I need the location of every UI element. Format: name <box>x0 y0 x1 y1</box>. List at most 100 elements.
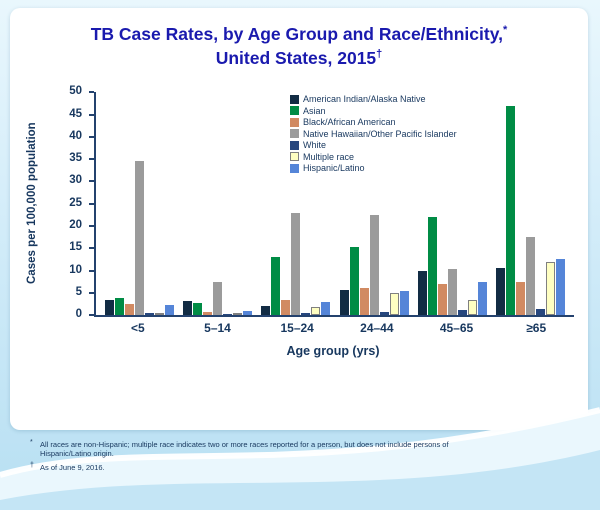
y-axis-label: Cases per 100,000 population <box>26 122 38 285</box>
footnote-text: All races are non-Hispanic; multiple rac… <box>40 440 449 459</box>
bar <box>261 306 271 316</box>
bar <box>192 303 202 316</box>
bar <box>339 290 349 316</box>
bar-group <box>100 92 178 316</box>
bar-group <box>257 92 335 316</box>
title-line-1: TB Case Rates, by Age Group and Race/Eth… <box>90 24 504 44</box>
legend-swatch <box>290 129 299 138</box>
bar <box>516 282 526 316</box>
bar <box>182 301 192 316</box>
y-tick-mark <box>89 113 94 116</box>
y-tick-mark <box>89 91 94 94</box>
bar <box>349 247 359 316</box>
y-tick-label: 10 <box>69 263 82 276</box>
legend-item: Black/African American <box>290 116 457 128</box>
bar <box>447 268 457 316</box>
legend-swatch <box>290 94 299 104</box>
legend-swatch <box>290 163 299 173</box>
legend-label: American Indian/Alaska Native <box>303 94 426 104</box>
legend-item: White <box>290 139 457 151</box>
bar <box>389 292 399 316</box>
legend-item: American Indian/Alaska Native <box>290 93 457 105</box>
decorative-wave <box>0 407 600 510</box>
legend-item: Native Hawaiian/Other Pacific Islander <box>290 128 457 140</box>
chart-title: TB Case Rates, by Age Group and Race/Eth… <box>10 8 588 70</box>
bar <box>212 281 222 316</box>
x-tick-label: 45–65 <box>439 321 474 336</box>
bar <box>202 311 212 316</box>
legend-swatch <box>290 106 299 115</box>
bar <box>134 161 144 316</box>
bar <box>427 217 437 316</box>
footnote-races: * All races are non-Hispanic; multiple r… <box>30 439 460 459</box>
bar-group <box>178 92 256 316</box>
y-tick-mark <box>89 180 94 183</box>
title-dagger: † <box>376 47 383 60</box>
bar <box>467 300 477 316</box>
x-axis-ticks: <5 5–14 15–24 24–44 45–65 ≥65 <box>94 321 580 335</box>
y-tick-mark <box>89 202 94 205</box>
x-tick-label: <5 <box>130 321 145 336</box>
bar-groups <box>96 92 574 316</box>
y-tick-label: 5 <box>75 285 82 298</box>
y-tick-mark <box>89 135 94 138</box>
legend-item: Hispanic/Latino <box>290 162 457 174</box>
bar <box>526 237 536 316</box>
bar <box>222 313 232 316</box>
legend-item: Asian <box>290 105 457 117</box>
x-axis-label: Age group (yrs) <box>286 344 380 359</box>
title-line-2: United States, 2015 <box>215 47 377 68</box>
footnote-date: † As of June 9, 2016. <box>30 461 460 472</box>
y-axis-scale: 0 5 10 15 20 25 30 35 40 45 50 <box>50 85 94 320</box>
footnote-marker: * <box>30 439 33 446</box>
bar <box>496 267 506 316</box>
chart-legend: American Indian/Alaska Native Asian Black/… <box>290 93 457 174</box>
bar <box>379 311 389 316</box>
x-tick-label: 24–44 <box>360 321 394 336</box>
legend-swatch <box>290 140 299 150</box>
y-tick-mark <box>89 314 94 317</box>
bar <box>114 297 124 316</box>
footnote-text: As of June 9, 2016. <box>40 462 105 472</box>
y-tick-mark <box>89 247 94 250</box>
plot-area: American Indian/Alaska Native Asian Black/… <box>94 92 574 318</box>
footnotes: * All races are non-Hispanic; multiple r… <box>30 439 460 476</box>
x-tick-label: 5–14 <box>204 321 231 336</box>
legend-label: Multiple race <box>303 151 355 162</box>
footnote-marker: † <box>30 461 34 469</box>
y-tick-label: 50 <box>69 85 82 98</box>
y-tick-label: 45 <box>69 107 82 120</box>
legend-label: White <box>303 140 327 150</box>
bar <box>104 299 114 316</box>
bar <box>437 284 447 316</box>
bar <box>124 304 134 316</box>
bar <box>144 312 154 316</box>
bar <box>271 257 281 316</box>
bar <box>311 306 321 316</box>
title-star: * <box>503 24 508 37</box>
legend-swatch <box>290 117 299 127</box>
y-tick-mark <box>89 269 94 272</box>
legend-label: Asian <box>303 105 326 116</box>
bar <box>506 105 516 316</box>
bar <box>369 214 379 316</box>
bar <box>546 261 556 316</box>
y-tick-label: 20 <box>69 219 82 232</box>
bar <box>321 301 331 316</box>
bar-chart: Cases per 100,000 population 0 5 10 15 20 25 3… <box>10 85 588 384</box>
legend-swatch <box>290 152 299 161</box>
bar <box>242 310 252 316</box>
y-tick-label: 35 <box>69 152 82 165</box>
x-tick-label: ≥65 <box>526 321 547 336</box>
bar-group <box>413 92 491 316</box>
bar <box>399 290 409 316</box>
legend-label: Black/African American <box>303 117 396 127</box>
bar <box>477 281 487 316</box>
legend-label: Hispanic/Latino <box>303 163 365 173</box>
legend-label: Native Hawaiian/Other Pacific Islander <box>303 128 457 139</box>
bar <box>232 313 242 316</box>
bar-group <box>335 92 413 316</box>
y-tick-label: 0 <box>75 308 82 321</box>
bar <box>536 309 546 316</box>
